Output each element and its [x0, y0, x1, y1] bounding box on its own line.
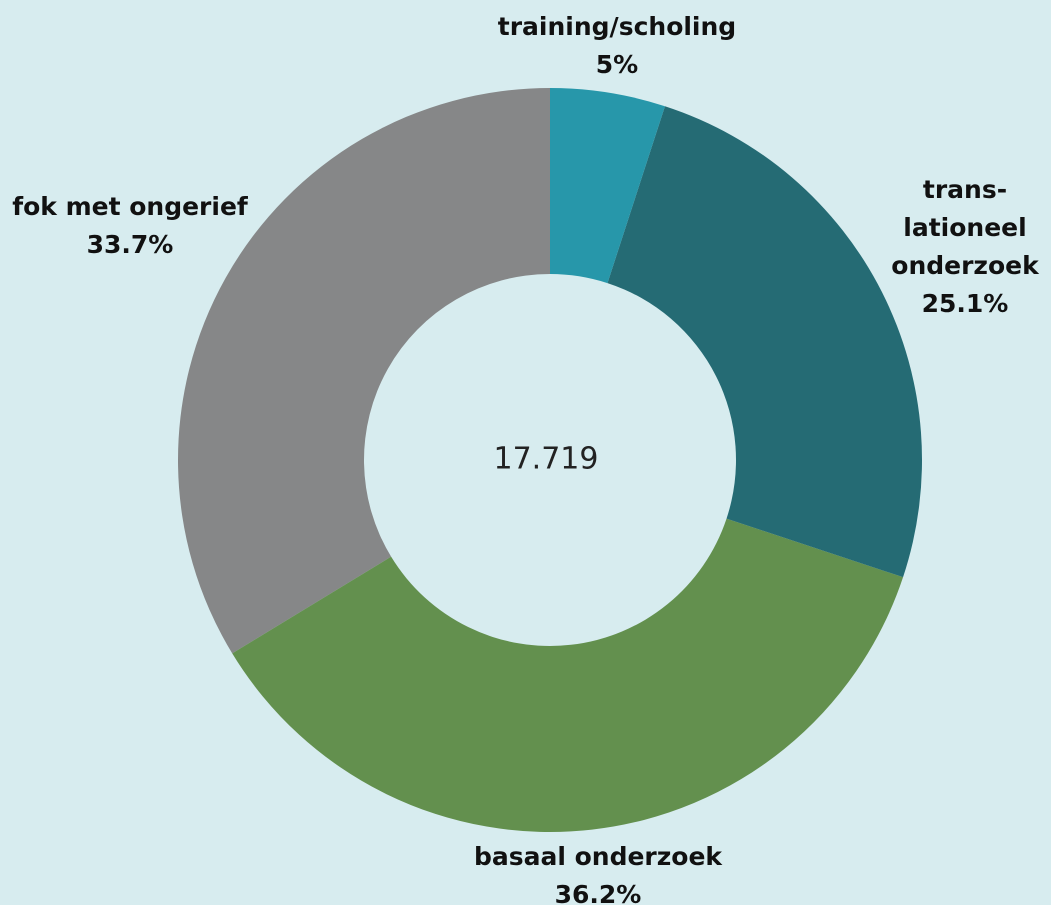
donut-segment [178, 88, 550, 654]
center-label: 17.719 [494, 442, 599, 477]
value-label: 5% [596, 50, 638, 79]
donut-segment [607, 106, 922, 578]
value-label: 25.1% [922, 289, 1009, 318]
category-label: trans-lationeel onderzoek [891, 175, 1040, 280]
category-label: basaal onderzoek [474, 842, 723, 871]
category-label: fok met ongerief [12, 192, 249, 221]
donut-segment [232, 518, 904, 832]
donut-segment [550, 88, 665, 284]
category-label: training/scholing [498, 12, 736, 41]
value-label: 36.2% [555, 880, 642, 905]
value-label: 33.7% [87, 230, 174, 259]
